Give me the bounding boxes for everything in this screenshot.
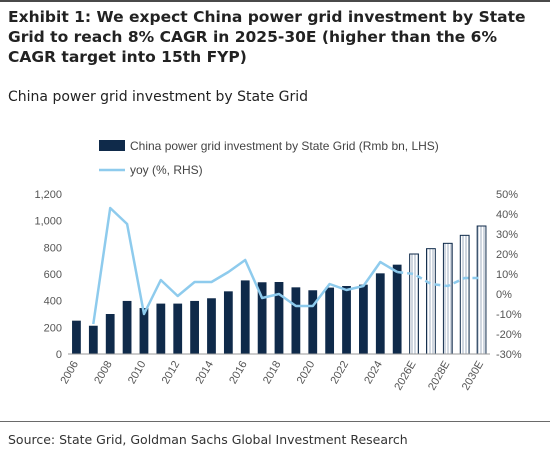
legend-bar-label: China power grid investment by State Gri… — [130, 139, 439, 153]
yoy-line-estimate — [397, 270, 482, 288]
right-tick-label: 50% — [496, 189, 518, 201]
bar-estimate — [459, 234, 470, 355]
left-tick-label: 800 — [44, 242, 62, 254]
right-axis: -30% -20% -10% 0% 10% 20% 30% 40% 50% — [496, 189, 522, 361]
bar — [190, 300, 199, 354]
legend: China power grid investment by State Gri… — [99, 139, 439, 177]
x-tick-label: 2028E — [426, 359, 452, 393]
left-tick-label: 1,000 — [34, 216, 62, 228]
right-tick-label: 40% — [496, 209, 518, 221]
left-tick-label: 200 — [44, 322, 62, 334]
bar-estimate — [442, 242, 453, 355]
right-tick-label: 0% — [496, 289, 512, 301]
right-tick-label: 30% — [496, 229, 518, 241]
x-tick-label: 2010 — [126, 359, 149, 386]
bar — [173, 303, 183, 354]
x-tick-label: 2016 — [227, 359, 250, 386]
yoy-line-actual — [92, 206, 398, 325]
bar — [223, 291, 233, 354]
bar — [88, 325, 98, 354]
bar — [139, 308, 149, 354]
bar-estimate — [476, 225, 487, 355]
chart: China power grid investment by State Gri… — [34, 139, 522, 393]
x-tick-label: 2020 — [295, 359, 318, 386]
x-axis: 2006 2008 2010 2012 2014 2016 2018 2020 2022 2024… — [58, 359, 486, 393]
bar — [156, 303, 166, 354]
bar-series — [72, 225, 487, 355]
bar — [308, 290, 318, 354]
x-tick-label: 2012 — [160, 359, 183, 386]
bar — [105, 314, 115, 354]
bar-estimate — [426, 248, 436, 355]
right-tick-label: 20% — [496, 249, 518, 261]
top-rule — [0, 0, 550, 2]
x-tick-label: 2024 — [362, 359, 385, 386]
right-tick-label: -20% — [496, 329, 522, 341]
bar-estimate — [409, 253, 419, 355]
left-tick-label: 0 — [56, 349, 62, 361]
bottom-rule — [0, 421, 550, 422]
bar — [240, 280, 250, 354]
exhibit-title: Exhibit 1: We expect China power grid in… — [8, 8, 526, 66]
source-note: Source: State Grid, Goldman Sachs Global… — [8, 432, 408, 447]
x-tick-label: 2022 — [328, 359, 351, 386]
left-tick-label: 600 — [44, 269, 62, 281]
legend-line-label: yoy (%, RHS) — [130, 163, 203, 177]
x-tick-label: 2018 — [261, 359, 284, 386]
bar — [122, 300, 132, 354]
x-tick-label: 2014 — [193, 359, 216, 386]
x-tick-label: 2030E — [460, 359, 486, 393]
bar — [72, 320, 81, 354]
right-tick-label: -30% — [496, 349, 522, 361]
left-tick-label: 400 — [44, 296, 62, 308]
yoy-line-series — [92, 206, 482, 325]
bar — [207, 298, 216, 354]
legend-bar-swatch — [99, 140, 125, 151]
x-tick-label: 2008 — [92, 359, 115, 386]
bar — [325, 287, 335, 354]
chart-subtitle: China power grid investment by State Gri… — [8, 89, 309, 105]
bar — [291, 287, 301, 354]
right-tick-label: -10% — [496, 309, 522, 321]
left-axis: 0 200 400 600 800 1,000 1,200 — [34, 189, 62, 361]
bar — [392, 264, 402, 354]
bar — [342, 286, 351, 354]
x-tick-label: 2006 — [58, 359, 81, 386]
bar — [359, 284, 368, 354]
right-tick-label: 10% — [496, 269, 518, 281]
bar — [257, 282, 267, 354]
bar — [375, 273, 385, 354]
x-tick-label: 2026E — [392, 359, 418, 393]
left-tick-label: 1,200 — [34, 189, 62, 201]
bar — [274, 282, 284, 354]
